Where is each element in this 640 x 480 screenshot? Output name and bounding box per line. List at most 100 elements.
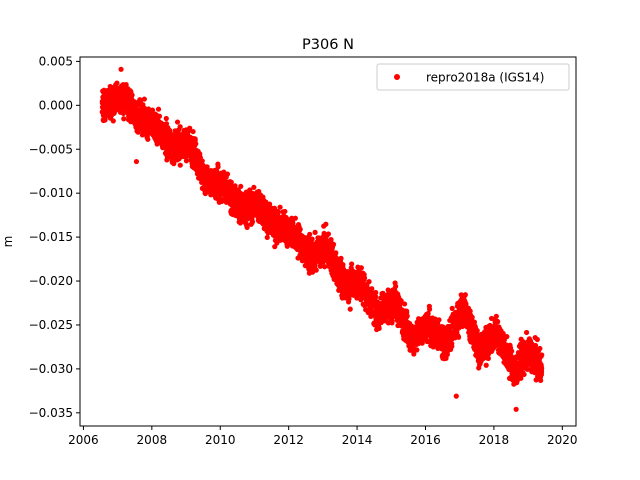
data-point: [177, 162, 183, 168]
data-point: [469, 314, 475, 320]
data-point: [453, 393, 459, 399]
x-tick-label: 2014: [342, 433, 373, 447]
data-point: [155, 106, 162, 112]
data-point: [214, 168, 220, 174]
data-point: [129, 92, 135, 98]
x-tick-label: 2008: [137, 433, 168, 447]
data-point: [532, 342, 539, 349]
data-point: [190, 128, 196, 135]
data-point: [244, 224, 250, 231]
data-point: [404, 313, 410, 319]
data-point: [307, 231, 313, 237]
data-point: [485, 355, 491, 362]
data-point: [419, 340, 425, 346]
x-tick-label: 2020: [547, 433, 578, 447]
data-point: [509, 348, 515, 354]
data-point: [376, 325, 382, 331]
data-point: [537, 345, 543, 352]
data-point: [193, 141, 199, 147]
data-point: [525, 366, 531, 372]
data-point: [110, 118, 116, 124]
data-point: [199, 158, 205, 164]
data-point: [398, 298, 404, 304]
plot-frame: [79, 56, 577, 427]
y-tick-label: 0.005: [39, 54, 73, 68]
data-point: [495, 319, 501, 325]
data-point: [513, 406, 519, 412]
data-point: [338, 255, 344, 261]
x-tick-label: 2016: [410, 433, 441, 447]
data-point: [425, 310, 431, 317]
data-point: [521, 371, 527, 378]
data-point: [518, 375, 524, 381]
data-point: [264, 234, 270, 241]
data-point: [282, 208, 288, 215]
data-point: [373, 289, 379, 296]
data-point: [373, 294, 379, 300]
data-point: [414, 347, 420, 353]
data-point: [322, 264, 328, 270]
data-point: [215, 164, 221, 170]
x-tick-label: 2012: [273, 433, 304, 447]
y-tick-label: −0.005: [29, 142, 73, 156]
data-point: [349, 261, 355, 267]
data-point: [145, 136, 151, 142]
data-point: [467, 308, 473, 314]
data-point: [369, 286, 375, 292]
data-point: [538, 377, 544, 384]
data-point: [174, 119, 181, 125]
data-point: [347, 306, 353, 312]
y-axis: 0.005 0.000 −0.005 −0.010 −0.015 −0.020 −0.025…: [29, 54, 80, 420]
y-tick-label: −0.025: [29, 318, 73, 332]
data-point: [462, 292, 468, 298]
data-point: [163, 121, 170, 127]
legend: repro2018a (IGS14): [376, 63, 570, 91]
data-point: [380, 290, 386, 296]
data-point: [251, 184, 257, 190]
data-point: [449, 305, 455, 311]
data-point: [123, 81, 129, 88]
data-point: [312, 229, 318, 235]
data-point: [149, 107, 156, 113]
data-point: [449, 343, 455, 349]
data-point: [366, 279, 372, 285]
data-point: [333, 250, 339, 256]
data-point: [361, 275, 368, 281]
data-point: [455, 334, 462, 340]
data-point: [534, 336, 540, 343]
x-tick-label: 2018: [479, 433, 510, 447]
data-point: [121, 116, 127, 122]
data-point: [328, 236, 334, 243]
data-point: [411, 351, 417, 357]
x-tick-label: 2010: [205, 433, 236, 447]
data-point: [238, 183, 244, 190]
data-point: [436, 317, 442, 323]
y-tick-label: −0.015: [29, 230, 73, 244]
legend-box: [376, 63, 570, 91]
data-point: [393, 283, 399, 289]
data-point: [156, 113, 163, 119]
data-point: [483, 362, 489, 368]
y-tick-label: −0.020: [29, 274, 73, 288]
data-point: [297, 226, 303, 232]
legend-entry-label: repro2018a (IGS14): [426, 71, 544, 85]
data-point: [114, 80, 120, 86]
data-point: [313, 267, 319, 273]
scatter-points: [99, 66, 545, 412]
data-point: [309, 236, 315, 242]
x-axis: 2006 2008 2010 2012 2014 2016 2018 2020: [68, 426, 578, 447]
data-point: [325, 231, 332, 237]
y-tick-label: −0.030: [29, 362, 73, 376]
data-point: [426, 306, 433, 312]
chart-title: P306 N: [302, 37, 354, 53]
y-tick-label: −0.035: [29, 406, 73, 420]
y-axis-label: m: [1, 236, 15, 248]
data-point: [389, 318, 395, 324]
data-point: [187, 125, 193, 131]
data-point: [277, 204, 283, 210]
data-point: [504, 334, 510, 340]
data-point: [474, 328, 480, 334]
y-tick-label: −0.010: [29, 186, 73, 200]
data-point: [163, 115, 169, 122]
